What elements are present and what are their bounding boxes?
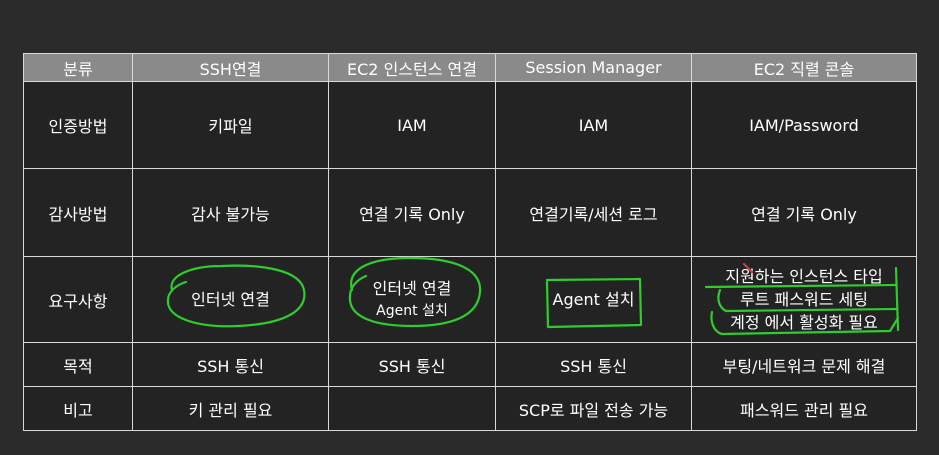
cell-auth-ec2-connect: IAM xyxy=(328,81,496,169)
cell-notes-ec2-connect xyxy=(328,386,496,431)
cell-audit-ssh: 감사 불가능 xyxy=(132,168,329,257)
cell-req-ssh: 인터넷 연결 xyxy=(132,256,329,343)
cell-audit-session-manager: 연결기록/세션 로그 xyxy=(495,168,692,257)
req-line: 루트 패스워드 세팅 xyxy=(740,290,868,309)
req-line: 인터넷 연결 xyxy=(191,290,270,309)
header-serial-console: EC2 직렬 콘솔 xyxy=(691,53,917,82)
header-ssh: SSH연결 xyxy=(132,53,329,82)
table-row-auth: 인증방법 키파일 IAM IAM IAM/Password xyxy=(23,81,917,169)
cell-notes-session-manager: SCP로 파일 전송 가능 xyxy=(495,386,692,431)
row-label-auth: 인증방법 xyxy=(23,81,133,169)
cell-notes-serial-console: 패스워드 관리 필요 xyxy=(691,386,917,431)
cell-auth-ssh: 키파일 xyxy=(132,81,329,169)
cell-notes-ssh: 키 관리 필요 xyxy=(132,386,329,431)
cell-purpose-ec2-connect: SSH 통신 xyxy=(328,342,496,387)
row-label-notes: 비고 xyxy=(23,386,133,431)
req-line: Agent 설치 xyxy=(552,290,635,309)
table-row-notes: 비고 키 관리 필요 SCP로 파일 전송 가능 패스워드 관리 필요 xyxy=(23,386,917,431)
cell-purpose-ssh: SSH 통신 xyxy=(132,342,329,387)
cell-req-ec2-connect: 인터넷 연결 Agent 설치 xyxy=(328,256,496,343)
cell-audit-serial-console: 연결 기록 Only xyxy=(691,168,917,257)
row-label-purpose: 목적 xyxy=(23,342,133,387)
cell-purpose-session-manager: SSH 통신 xyxy=(495,342,692,387)
cell-auth-session-manager: IAM xyxy=(495,81,692,169)
row-label-audit: 감사방법 xyxy=(23,168,133,257)
cell-auth-serial-console: IAM/Password xyxy=(691,81,917,169)
req-line: 지원하는 인스턴스 타입 xyxy=(725,267,883,286)
req-line: 계정 에서 활성화 필요 xyxy=(730,313,878,332)
header-category: 분류 xyxy=(23,53,133,82)
cell-audit-ec2-connect: 연결 기록 Only xyxy=(328,168,496,257)
table-row-audit: 감사방법 감사 불가능 연결 기록 Only 연결기록/세션 로그 연결 기록 … xyxy=(23,168,917,257)
req-line: Agent 설치 xyxy=(376,302,448,319)
table-row-requirements: 요구사항 인터넷 연결 인터넷 연결 Agent 설치 Agent 설치 지원하… xyxy=(23,256,917,343)
row-label-requirements: 요구사항 xyxy=(23,256,133,343)
cell-req-session-manager: Agent 설치 xyxy=(495,256,692,343)
header-ec2-instance-connect: EC2 인스턴스 연결 xyxy=(328,53,496,82)
cell-req-serial-console: 지원하는 인스턴스 타입 루트 패스워드 세팅 계정 에서 활성화 필요 xyxy=(691,256,917,343)
cell-purpose-serial-console: 부팅/네트워크 문제 해결 xyxy=(691,342,917,387)
req-line: 인터넷 연결 xyxy=(372,278,452,298)
comparison-table: 분류 SSH연결 EC2 인스턴스 연결 Session Manager EC2… xyxy=(23,53,917,431)
header-row: 분류 SSH연결 EC2 인스턴스 연결 Session Manager EC2… xyxy=(23,53,917,82)
header-session-manager: Session Manager xyxy=(495,53,692,82)
table-row-purpose: 목적 SSH 통신 SSH 통신 SSH 통신 부팅/네트워크 문제 해결 xyxy=(23,342,917,387)
